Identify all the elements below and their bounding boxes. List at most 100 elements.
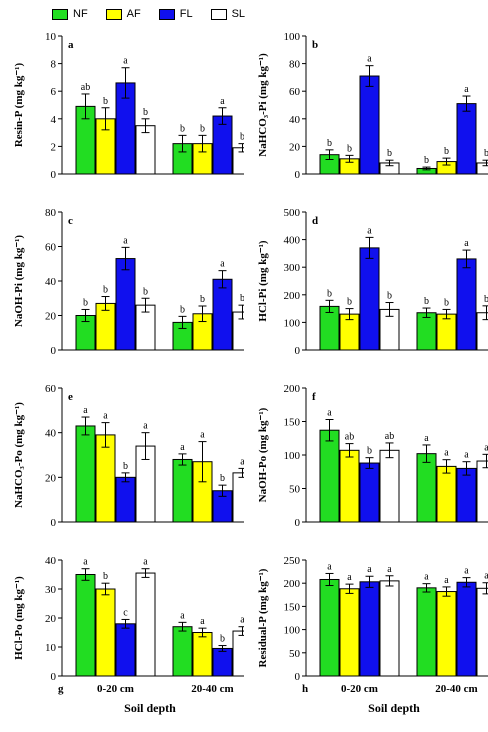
chart-panel-b: b 0 20 40 60 80 100 NaHCO₃-Pi (mg kg⁻¹) b b a b b b a b: [257, 31, 488, 181]
y-tick-label: 0: [295, 671, 301, 683]
panel-letter: a: [68, 39, 74, 51]
bar: [135, 572, 156, 677]
significance-letter: b: [103, 571, 108, 582]
panel-letter: e: [68, 391, 73, 403]
y-axis-label: NaHCO₃-Pi (mg kg⁻¹): [257, 53, 269, 157]
significance-letter: a: [387, 564, 392, 575]
bar: [212, 647, 233, 677]
y-tick-label: 20: [45, 311, 57, 323]
significance-letter: a: [220, 96, 225, 107]
bar: [379, 449, 400, 523]
significance-letter: a: [424, 433, 429, 444]
x-axis-label: Soil depth: [368, 701, 420, 715]
y-tick-label: 10: [45, 642, 57, 654]
significance-letter: a: [83, 557, 88, 568]
y-tick-label: 40: [45, 276, 57, 288]
bar: [359, 75, 380, 175]
bar: [319, 578, 340, 677]
y-tick-label: 0: [51, 169, 57, 181]
bar: [172, 626, 193, 677]
significance-letter: b: [220, 473, 225, 484]
significance-letter: b: [103, 96, 108, 107]
legend-item-nf: NF: [52, 8, 88, 20]
y-tick-label: 60: [289, 86, 301, 98]
y-tick-label: 100: [284, 625, 301, 637]
y-tick-label: 0: [295, 169, 301, 181]
bar: [476, 587, 488, 677]
y-tick-label: 0: [51, 671, 57, 683]
y-tick-label: 40: [45, 428, 57, 440]
y-axis-label: NaOH-Po (mg kg⁻¹): [257, 407, 269, 502]
y-tick-label: 0: [295, 345, 301, 357]
significance-letter: a: [464, 238, 469, 249]
bar: [115, 623, 136, 677]
significance-letter: b: [424, 296, 429, 307]
legend-label-nf: NF: [73, 8, 88, 20]
y-tick-label: 200: [284, 383, 301, 395]
legend-item-af: AF: [105, 8, 141, 20]
significance-letter: b: [180, 304, 185, 315]
y-tick-label: 400: [284, 235, 301, 247]
significance-letter: a: [327, 561, 332, 572]
x-tick-label: 0-20 cm: [97, 683, 134, 695]
y-tick-label: 100: [284, 450, 301, 462]
significance-letter: a: [464, 84, 469, 95]
y-axis-label: Resin-P (mg kg⁻¹): [13, 63, 25, 148]
y-tick-label: 50: [289, 648, 301, 660]
significance-letter: a: [367, 564, 372, 575]
bar: [339, 588, 360, 677]
significance-letter: a: [444, 575, 449, 586]
panel-letter: c: [68, 215, 73, 227]
significance-letter: a: [83, 405, 88, 416]
bar: [456, 467, 477, 523]
significance-letter: b: [143, 286, 148, 297]
y-axis-label: NaOH-Pi (mg kg⁻¹): [13, 235, 25, 328]
significance-letter: a: [143, 421, 148, 432]
significance-letter: b: [180, 123, 185, 134]
significance-letter: a: [200, 616, 205, 627]
chart-panel-c: c 0 20 40 60 80 NaOH-Pi (mg kg⁻¹) b b a b b b a b: [13, 207, 244, 357]
y-tick-label: 150: [284, 417, 301, 429]
panel-letter: d: [312, 215, 318, 227]
legend-item-fl: FL: [158, 8, 193, 20]
significance-letter: b: [367, 446, 372, 457]
legend-label-sl: SL: [231, 8, 246, 20]
y-tick-label: 10: [45, 31, 57, 43]
y-tick-label: 60: [45, 242, 57, 254]
bar: [379, 580, 400, 677]
y-tick-label: 30: [45, 584, 57, 596]
y-tick-label: 60: [45, 383, 57, 395]
bar: [232, 472, 244, 523]
significance-letter: a: [143, 557, 148, 568]
bar: [319, 429, 340, 523]
x-axis-label: Soil depth: [124, 701, 176, 715]
significance-letter: b: [327, 288, 332, 299]
significance-letter: a: [240, 615, 244, 626]
significance-letter: a: [484, 442, 488, 453]
bar: [416, 453, 437, 523]
significance-letter: b: [387, 291, 392, 302]
significance-letter: b: [347, 143, 352, 154]
y-tick-label: 4: [51, 114, 57, 126]
chart-panel-d: d 0 100 200 300 400 500 HCl-Pi (mg kg⁻¹) b b a b b b a…: [257, 207, 488, 357]
significance-letter: b: [484, 294, 488, 305]
significance-letter: b: [103, 285, 108, 296]
significance-letter: b: [444, 297, 449, 308]
significance-letter: b: [444, 146, 449, 157]
significance-letter: a: [240, 456, 244, 467]
significance-letter: ab: [385, 431, 394, 442]
significance-letter: a: [444, 448, 449, 459]
y-axis-label: Residual-P (mg kg⁻¹): [257, 568, 269, 667]
bar: [476, 460, 488, 523]
x-tick-label: 20-40 cm: [191, 683, 233, 695]
y-tick-label: 100: [284, 317, 301, 329]
significance-letter: b: [387, 148, 392, 159]
y-tick-label: 40: [45, 555, 57, 567]
chart-panel-e: e 0 20 40 60 NaHCO₃-Po (mg kg⁻¹) a a b a a a b a: [13, 383, 244, 529]
y-tick-label: 20: [45, 613, 57, 625]
significance-letter: b: [424, 155, 429, 166]
y-tick-label: 50: [289, 484, 301, 496]
bar: [115, 476, 136, 523]
bar: [172, 458, 193, 523]
